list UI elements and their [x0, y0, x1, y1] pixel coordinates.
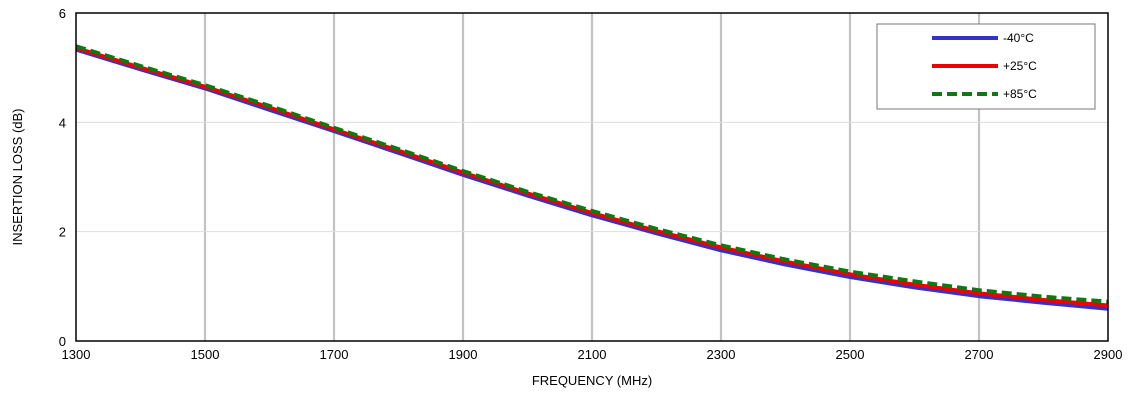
legend-label: +25°C — [1003, 59, 1037, 73]
x-tick-label: 1900 — [449, 347, 478, 362]
grid-layer — [76, 13, 1108, 341]
y-tick-label: 2 — [59, 225, 66, 240]
y-tick-label: 4 — [59, 115, 66, 130]
x-tick-label: 1300 — [62, 347, 91, 362]
series-line-3 — [75, 44, 1109, 304]
y-tick-label: 0 — [59, 334, 66, 349]
x-tick-label: 1500 — [191, 347, 220, 362]
y-axis-label: INSERTION LOSS (dB) — [10, 108, 25, 245]
y-tick-label: 6 — [59, 6, 66, 21]
x-tick-label: 2900 — [1094, 347, 1123, 362]
x-tick-label: 2500 — [836, 347, 865, 362]
plot-area-frame — [75, 12, 1109, 342]
legend: -40°C +25°C +85°C — [876, 23, 1096, 110]
legend-label: +85°C — [1003, 87, 1037, 101]
legend-label: -40°C — [1003, 31, 1034, 45]
x-tick-label: 2100 — [578, 347, 607, 362]
x-tick-label: 2700 — [965, 347, 994, 362]
tick-label-layer: 1300 1500 1700 1900 2100 2300 2500 2700 2900 0 2 4 6 — [59, 6, 1123, 362]
series-layer — [75, 44, 1109, 311]
x-tick-label: 2300 — [707, 347, 736, 362]
x-axis-label: FREQUENCY (MHz) — [532, 373, 652, 388]
x-tick-label: 1700 — [320, 347, 349, 362]
